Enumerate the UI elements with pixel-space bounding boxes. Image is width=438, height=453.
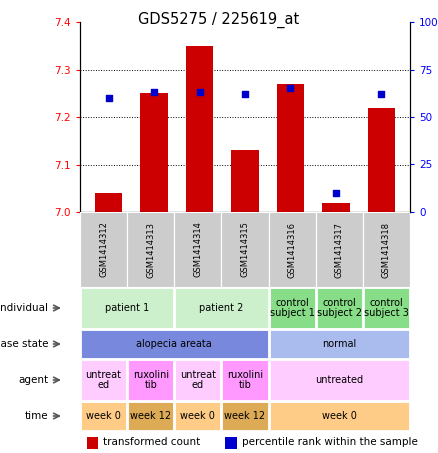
Text: transformed count: transformed count <box>103 437 200 447</box>
Text: GDS5275 / 225619_at: GDS5275 / 225619_at <box>138 12 300 28</box>
Text: week 0: week 0 <box>322 411 357 421</box>
Bar <box>223 360 268 400</box>
Text: untreated: untreated <box>315 375 364 385</box>
Point <box>105 94 112 101</box>
Bar <box>268 212 316 287</box>
Bar <box>81 330 268 358</box>
Text: untreat
ed: untreat ed <box>180 370 216 390</box>
Text: control
subject 1: control subject 1 <box>270 298 314 318</box>
Point <box>241 91 248 98</box>
Bar <box>225 437 237 448</box>
Bar <box>175 288 268 328</box>
Text: untreat
ed: untreat ed <box>85 370 122 390</box>
Bar <box>81 360 126 400</box>
Text: control
subject 2: control subject 2 <box>317 298 362 318</box>
Text: normal: normal <box>322 339 357 349</box>
Bar <box>128 360 173 400</box>
Text: GSM1414315: GSM1414315 <box>240 222 250 277</box>
Bar <box>269 360 409 400</box>
Text: alopecia areata: alopecia areata <box>136 339 212 349</box>
Text: disease state: disease state <box>0 339 48 349</box>
Bar <box>81 288 173 328</box>
Text: patient 2: patient 2 <box>199 303 244 313</box>
Text: week 0: week 0 <box>180 411 215 421</box>
Bar <box>317 288 362 328</box>
Bar <box>141 93 168 212</box>
Bar <box>322 202 350 212</box>
Bar <box>80 212 127 287</box>
Bar <box>186 46 213 212</box>
Text: GSM1414314: GSM1414314 <box>193 222 202 277</box>
Bar <box>175 402 220 430</box>
Point <box>196 89 203 96</box>
Bar <box>269 288 315 328</box>
Text: patient 1: patient 1 <box>105 303 149 313</box>
Bar <box>81 402 126 430</box>
Text: agent: agent <box>18 375 48 385</box>
Point <box>287 85 294 92</box>
Bar <box>364 288 409 328</box>
Text: GSM1414316: GSM1414316 <box>288 222 297 278</box>
Text: ruxolini
tib: ruxolini tib <box>133 370 169 390</box>
Bar <box>316 212 363 287</box>
Text: week 12: week 12 <box>224 411 265 421</box>
Bar <box>222 212 268 287</box>
Text: GSM1414313: GSM1414313 <box>146 222 155 278</box>
Point <box>151 89 158 96</box>
Bar <box>269 402 409 430</box>
Text: ruxolini
tib: ruxolini tib <box>227 370 263 390</box>
Bar <box>87 437 98 448</box>
Text: week 0: week 0 <box>86 411 121 421</box>
Text: percentile rank within the sample: percentile rank within the sample <box>242 437 417 447</box>
Bar <box>95 193 122 212</box>
Bar <box>127 212 174 287</box>
Bar <box>363 212 410 287</box>
Bar <box>269 330 409 358</box>
Text: control
subject 3: control subject 3 <box>364 298 409 318</box>
Bar <box>368 107 395 212</box>
Bar <box>128 402 173 430</box>
Point <box>332 189 339 197</box>
Bar <box>223 402 268 430</box>
Text: GSM1414312: GSM1414312 <box>99 222 108 277</box>
Point <box>378 91 385 98</box>
Text: time: time <box>25 411 48 421</box>
Bar <box>175 360 220 400</box>
Bar <box>277 84 304 212</box>
Text: individual: individual <box>0 303 48 313</box>
Bar <box>231 150 258 212</box>
Text: GSM1414318: GSM1414318 <box>382 222 391 278</box>
Text: GSM1414317: GSM1414317 <box>335 222 344 278</box>
Text: week 12: week 12 <box>130 411 171 421</box>
Bar <box>174 212 222 287</box>
